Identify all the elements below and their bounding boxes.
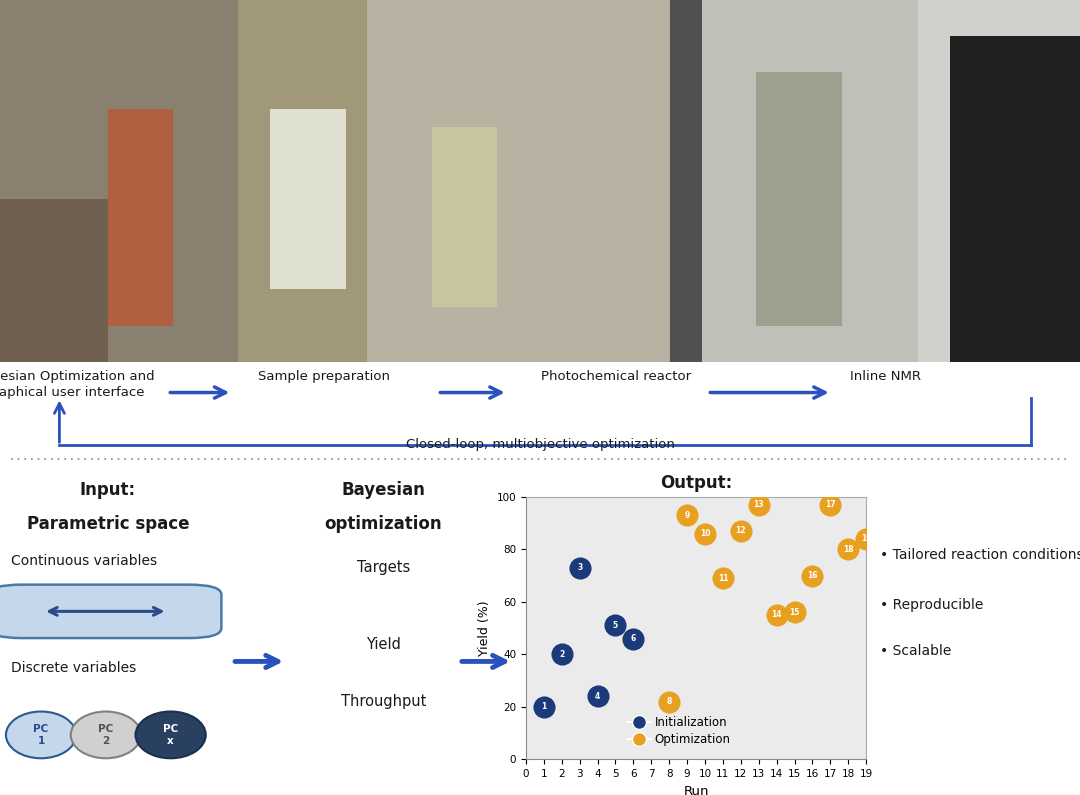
Text: • Tailored reaction conditions: • Tailored reaction conditions — [880, 548, 1080, 561]
Text: 19: 19 — [861, 534, 872, 543]
Optimization — [732, 525, 750, 537]
Initialization — [589, 690, 606, 703]
Optimization — [714, 572, 731, 584]
Text: Discrete variables: Discrete variables — [11, 661, 136, 675]
Text: 13: 13 — [754, 500, 764, 510]
Bar — [238, 0, 367, 362]
Text: Input:: Input: — [80, 481, 136, 499]
Text: PC
2: PC 2 — [98, 724, 113, 746]
Text: Continuous variables: Continuous variables — [11, 554, 157, 568]
Text: Sample preparation: Sample preparation — [258, 370, 390, 382]
Bar — [432, 126, 497, 308]
Text: 4: 4 — [595, 692, 600, 700]
Text: Bayesian: Bayesian — [341, 481, 426, 499]
Text: 2: 2 — [559, 650, 565, 659]
Bar — [270, 109, 346, 289]
Bar — [0, 199, 108, 362]
Text: Parametric space: Parametric space — [27, 514, 189, 533]
Optimization — [822, 498, 839, 511]
Text: 17: 17 — [825, 500, 836, 510]
Optimization — [804, 569, 821, 582]
Text: 15: 15 — [789, 608, 799, 617]
Text: Targets: Targets — [356, 560, 410, 576]
Text: • Reproducible: • Reproducible — [880, 598, 984, 611]
Text: Photochemical reactor: Photochemical reactor — [540, 370, 691, 382]
Text: Output:: Output: — [661, 475, 732, 492]
Bar — [108, 108, 173, 326]
Text: Throughput: Throughput — [340, 694, 427, 709]
Optimization — [858, 533, 875, 545]
Text: 1: 1 — [541, 702, 546, 712]
Initialization — [607, 619, 624, 632]
Optimization — [839, 543, 856, 556]
Text: Yield: Yield — [366, 638, 401, 652]
Legend: Initialization, Optimization: Initialization, Optimization — [623, 712, 735, 750]
Text: 18: 18 — [843, 545, 853, 554]
Ellipse shape — [5, 712, 76, 758]
Text: Inline NMR: Inline NMR — [850, 370, 921, 382]
Initialization — [571, 561, 589, 574]
Bar — [702, 0, 918, 362]
Optimization — [697, 527, 714, 540]
Text: 8: 8 — [666, 697, 672, 706]
Text: • Scalable: • Scalable — [880, 645, 951, 658]
Text: 12: 12 — [735, 526, 746, 536]
Text: Detailed data sets: Detailed data sets — [611, 508, 782, 525]
Bar — [0, 0, 238, 362]
Text: 11: 11 — [718, 574, 728, 583]
Text: PC
1: PC 1 — [33, 724, 49, 746]
Text: 14: 14 — [771, 611, 782, 619]
Text: optimization: optimization — [325, 514, 442, 533]
Bar — [756, 72, 842, 326]
Text: 6: 6 — [631, 634, 636, 643]
Optimization — [751, 498, 768, 511]
Ellipse shape — [136, 712, 205, 758]
Bar — [950, 37, 1080, 362]
Initialization — [536, 700, 553, 713]
Text: 10: 10 — [700, 529, 711, 538]
Text: Bayesian Optimization and
graphical user interface: Bayesian Optimization and graphical user… — [0, 370, 154, 398]
Optimization — [678, 509, 696, 522]
Text: 16: 16 — [807, 571, 818, 580]
Text: 9: 9 — [685, 510, 690, 520]
Bar — [367, 0, 670, 362]
Optimization — [768, 609, 785, 622]
Ellipse shape — [71, 712, 140, 758]
Optimization — [661, 695, 678, 708]
Text: PC
x: PC x — [163, 724, 178, 746]
Optimization — [786, 606, 804, 619]
Initialization — [624, 632, 642, 645]
Bar — [670, 0, 702, 362]
Text: Closed-loop, multiobjective optimization: Closed-loop, multiobjective optimization — [406, 438, 674, 452]
Text: 5: 5 — [613, 621, 618, 630]
X-axis label: Run: Run — [684, 785, 708, 795]
Initialization — [553, 648, 570, 661]
Bar — [918, 0, 1080, 362]
FancyBboxPatch shape — [0, 584, 221, 638]
Text: 3: 3 — [577, 563, 582, 572]
Y-axis label: Yield (%): Yield (%) — [478, 600, 491, 656]
